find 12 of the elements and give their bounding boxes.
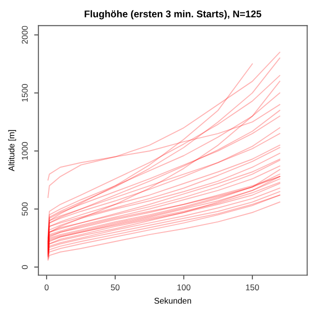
y-tick-label: 500 [22,202,28,216]
chart-title: Flughöhe (ersten 3 min. Starts), N=125 [84,10,262,20]
y-axis-title: Altitude [m] [8,130,16,172]
x-tick-label: 150 [246,284,259,290]
y-tick-label: 1500 [22,84,28,102]
x-axis-title: Sekunden [154,298,192,304]
x-tick-label: 100 [177,284,190,290]
y-tick-label: 0 [22,265,28,270]
x-tick-label: 0 [44,284,49,290]
y-tick-label: 2000 [22,26,28,44]
y-tick-label: 1000 [22,142,28,160]
x-tick-label: 50 [110,284,120,290]
